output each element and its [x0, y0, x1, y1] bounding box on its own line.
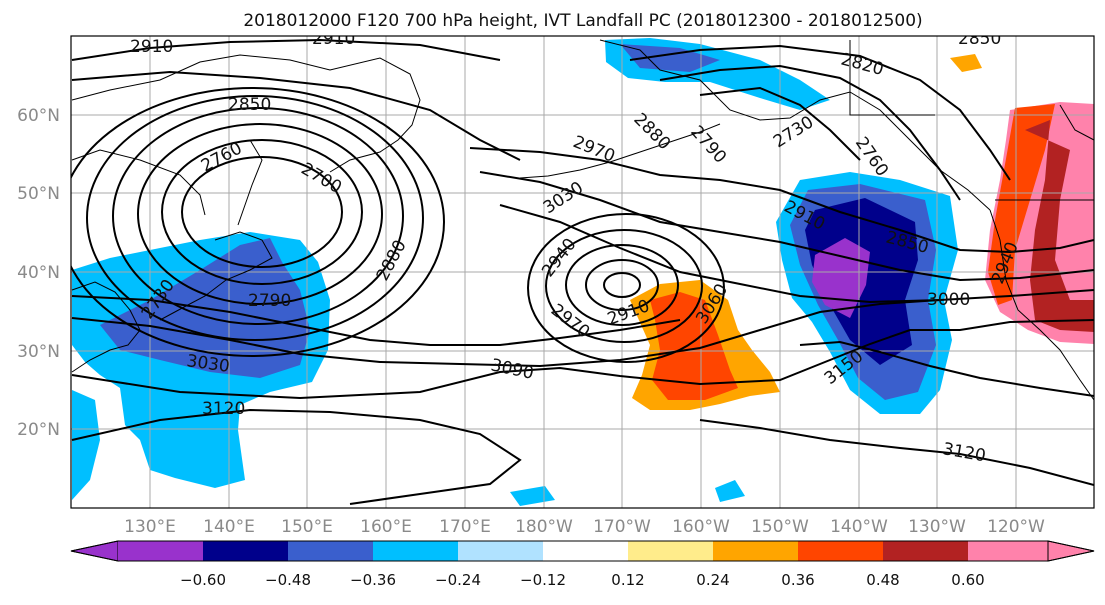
ivt-positive-small-north — [950, 54, 982, 72]
contour-jet-1 — [469, 147, 1094, 254]
contour-low-west-6 — [71, 87, 445, 357]
coast-kamchatka — [237, 139, 263, 226]
colorbar-tick-label: 0.24 — [696, 571, 729, 589]
ivt-negative-southwest — [72, 390, 100, 500]
lon-label: 150°E — [281, 517, 333, 537]
ivt-positive-coast-red — [1025, 120, 1094, 332]
contour-jet-4 — [71, 295, 681, 346]
contour-north-2 — [71, 70, 521, 161]
colorbar-segment — [713, 541, 798, 561]
contour-low-west-4 — [112, 107, 404, 325]
colorbar-tick-label: 0.12 — [611, 571, 644, 589]
colorbar-segment — [883, 541, 968, 561]
ivt-negative-small-southeast — [715, 480, 745, 502]
contour-label: 2850 — [958, 29, 1001, 49]
contour-jet-3 — [499, 204, 1094, 304]
colorbar-tick-labels: −0.60 −0.48 −0.36 −0.24 −0.12 0.12 0.24 … — [180, 571, 985, 589]
contour-jet-5 — [71, 299, 941, 368]
coast-okhotsk — [71, 149, 206, 216]
coast-na-interior — [1059, 104, 1094, 141]
lat-label: 20°N — [17, 420, 60, 440]
colorbar-outline — [70, 540, 1095, 562]
colorbar-segment — [203, 541, 288, 561]
ivt-negative-bering-inner — [620, 44, 720, 72]
lon-label: 170°E — [439, 517, 491, 537]
contour-3090 — [71, 319, 1094, 400]
colorbar-tick-label: −0.36 — [350, 571, 396, 589]
contour-3150 — [799, 340, 1094, 397]
contour-3120 — [71, 408, 522, 505]
colorbar-segment — [373, 541, 458, 561]
contour-east-2 — [659, 64, 961, 201]
map-frame — [70, 35, 1095, 509]
figure-title: 2018012000 F120 700 hPa height, IVT Land… — [243, 11, 922, 31]
lon-label: 140°E — [203, 517, 255, 537]
lon-label: 180°W — [515, 517, 573, 537]
ivt-positive-coast-orange — [988, 104, 1055, 305]
contour-low-west-2 — [161, 139, 363, 285]
colorbar-tick-label: −0.12 — [520, 571, 566, 589]
contour-label: 3000 — [927, 290, 970, 310]
contour-label: 2850 — [228, 95, 271, 115]
contour-cutoff-3 — [565, 244, 679, 326]
lon-label: 140°W — [830, 517, 888, 537]
lon-label: 150°W — [751, 517, 809, 537]
colorbar-segment — [288, 541, 373, 561]
contour-label: 2910 — [312, 29, 355, 49]
lon-label: 130°E — [124, 517, 176, 537]
lon-label: 170°W — [593, 517, 651, 537]
lat-label: 30°N — [17, 342, 60, 362]
colorbar-segment — [968, 541, 1048, 561]
colorbar-tick-label: 0.48 — [866, 571, 899, 589]
lon-label: 120°W — [987, 517, 1045, 537]
latitude-labels: 60°N 50°N 40°N 30°N 20°N — [17, 106, 60, 440]
coast-asia — [71, 54, 421, 173]
colorbar-segment — [628, 541, 713, 561]
lat-label: 60°N — [17, 106, 60, 126]
contour-label: 2790 — [248, 291, 291, 311]
colorbar-tick-label: 0.36 — [781, 571, 814, 589]
colorbar-tick-label: −0.48 — [265, 571, 311, 589]
ivt-positive-subtropical-inner — [650, 292, 738, 400]
contour-label: 3120 — [202, 399, 245, 419]
longitude-labels: 130°E 140°E 150°E 160°E 170°E 180°W 170°… — [124, 517, 1045, 537]
colorbar-extend-low — [70, 540, 119, 562]
contour-east-3 — [629, 44, 1011, 181]
contour-jet-2 — [479, 171, 1094, 282]
colorbar-tick-label: −0.60 — [180, 571, 226, 589]
colorbar-segment — [543, 541, 628, 561]
colorbar-segment — [118, 541, 203, 561]
coast-japan — [159, 231, 273, 321]
contour-label: 2910 — [130, 37, 173, 57]
contour-cutoff-2 — [585, 259, 659, 311]
lat-label: 40°N — [17, 263, 60, 283]
contour-low-west-3 — [137, 123, 383, 305]
contour-cutoff-1 — [603, 272, 641, 298]
colorbar — [70, 540, 1095, 562]
contour-cutoff-4 — [545, 229, 703, 343]
contour-low-west-1 — [181, 156, 343, 268]
height-contours — [71, 38, 1094, 505]
lon-label: 160°E — [360, 517, 412, 537]
coast-aleutians — [519, 123, 721, 179]
contour-low-west-5 — [86, 95, 424, 341]
contour-3120-east — [699, 419, 1094, 486]
colorbar-tick-label: 0.60 — [951, 571, 984, 589]
contour-east-1 — [699, 86, 861, 161]
lat-label: 50°N — [17, 184, 60, 204]
lon-label: 130°W — [908, 517, 966, 537]
lon-label: 160°W — [672, 517, 730, 537]
contour-north-1 — [71, 38, 501, 61]
coast-na-west — [989, 209, 1094, 401]
colorbar-tick-label: −0.24 — [435, 571, 481, 589]
colorbar-extend-high — [1047, 540, 1095, 562]
colorbar-segment — [798, 541, 883, 561]
contour-cutoff-5 — [527, 213, 725, 363]
border-alaska-canada — [849, 40, 935, 116]
colorbar-segment — [458, 541, 543, 561]
